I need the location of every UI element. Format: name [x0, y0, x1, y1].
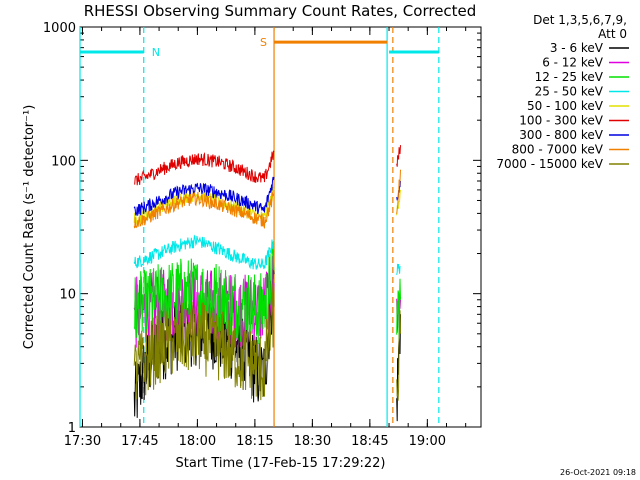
x-tick-label: 17:30 [64, 434, 101, 449]
y-tick-label: 1000 [43, 21, 76, 36]
date-stamp: 26-Oct-2021 09:18 [560, 468, 636, 477]
x-tick-label: 18:00 [179, 434, 216, 449]
x-tick-label: 18:15 [236, 434, 273, 449]
y-tick-label: 1 [68, 421, 76, 436]
y-tick-label: 100 [51, 154, 76, 169]
x-axis-label: Start Time (17-Feb-15 17:29:22) [176, 456, 386, 471]
legend-label: 300 - 800 keV [519, 128, 603, 142]
series-8 [133, 279, 401, 401]
x-tick-label: 18:30 [294, 434, 331, 449]
series-3 [133, 234, 401, 275]
x-tick-label: 18:45 [351, 434, 388, 449]
legend-header-detectors: Det 1,3,5,6,7,9, [533, 13, 627, 27]
y-axis-ticks: 1 10 100 1000 [43, 21, 481, 436]
legend-label: 6 - 12 keV [542, 56, 604, 70]
series-line [133, 191, 275, 230]
legend-label: 50 - 100 keV [527, 99, 604, 113]
legend-label: 800 - 7000 keV [512, 143, 604, 157]
series-line [133, 176, 275, 216]
series-2 [133, 241, 401, 346]
series-line [396, 310, 401, 401]
y-tick-label: 10 [59, 288, 76, 303]
flag-label-s: S [260, 36, 267, 49]
chart-title: RHESSI Observing Summary Count Rates, Co… [84, 2, 477, 20]
series-line [133, 241, 275, 346]
legend-label: 7000 - 15000 keV [496, 157, 603, 171]
series-7 [133, 169, 401, 230]
legend-label: 12 - 25 keV [535, 70, 604, 84]
series-group [133, 145, 401, 422]
legend-label: 100 - 300 keV [519, 114, 603, 128]
series-line [134, 150, 275, 186]
x-tick-label: 19:00 [409, 434, 446, 449]
x-axis-ticks: 17:30 17:45 18:00 18:15 18:30 18:45 19:00 [64, 27, 467, 449]
legend-label: 3 - 6 keV [550, 41, 604, 55]
series-line [396, 145, 401, 167]
legend-header-attenuator: Att 0 [598, 27, 627, 41]
series-5 [134, 145, 401, 186]
legend-label: 25 - 50 keV [535, 85, 604, 99]
series-line [396, 278, 401, 342]
flag-label-n: N [152, 46, 160, 59]
y-axis-label: Corrected Count Rate (s⁻¹ detector⁻¹) [22, 105, 37, 350]
x-tick-label: 17:45 [121, 434, 158, 449]
series-line [396, 263, 401, 275]
series-line [133, 234, 275, 270]
series-line [396, 169, 401, 215]
series-line [133, 279, 275, 401]
